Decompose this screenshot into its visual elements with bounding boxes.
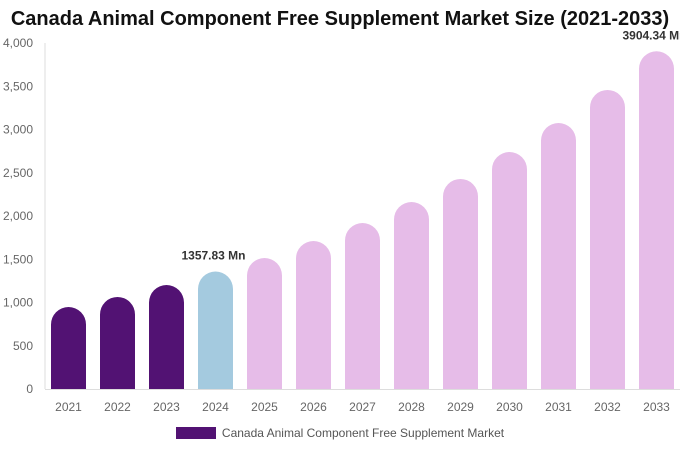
- x-tick-label: 2021: [55, 400, 82, 414]
- y-tick-label: 1,500: [3, 252, 33, 266]
- y-tick-label: 3,500: [3, 79, 33, 93]
- y-tick-label: 500: [13, 339, 33, 353]
- x-tick-label: 2025: [251, 400, 278, 414]
- y-tick-label: 3,000: [3, 123, 33, 137]
- x-tick-label: 2030: [496, 400, 523, 414]
- bar: [198, 271, 233, 389]
- bar: [443, 178, 478, 389]
- data-label: 1357.83 Mn: [181, 249, 245, 263]
- bar: [100, 296, 135, 389]
- bar: [247, 258, 282, 389]
- legend-swatch: [175, 427, 216, 439]
- bar: [149, 285, 184, 389]
- y-tick-label: 0: [26, 382, 33, 396]
- x-tick-label: 2028: [398, 400, 425, 414]
- bar: [492, 151, 527, 389]
- x-tick-label: 2029: [447, 400, 474, 414]
- y-tick-label: 2,500: [3, 166, 33, 180]
- x-tick-label: 2027: [349, 400, 376, 414]
- x-tick-label: 2032: [594, 400, 621, 414]
- x-tick-label: 2023: [153, 400, 180, 414]
- x-tick-label: 2022: [104, 400, 131, 414]
- bar: [345, 223, 380, 389]
- bar: [639, 51, 674, 389]
- bar: [296, 240, 331, 389]
- x-tick-label: 2033: [643, 400, 670, 414]
- y-tick-label: 2,000: [3, 209, 33, 223]
- x-tick-label: 2024: [202, 400, 229, 414]
- data-label: 3904.34 Mn: [622, 28, 680, 42]
- y-tick-label: 1,000: [3, 296, 33, 310]
- y-tick-label: 4,000: [3, 36, 33, 50]
- legend-label: Canada Animal Component Free Supplement …: [221, 426, 505, 440]
- x-tick-label: 2031: [545, 400, 572, 414]
- bar: [394, 201, 429, 389]
- legend: Canada Animal Component Free Supplement …: [0, 426, 680, 440]
- bar: [590, 89, 625, 390]
- bar: [541, 123, 576, 389]
- chart-title: Canada Animal Component Free Supplement …: [10, 8, 670, 30]
- bar: [51, 306, 86, 389]
- x-tick-label: 2026: [300, 400, 327, 414]
